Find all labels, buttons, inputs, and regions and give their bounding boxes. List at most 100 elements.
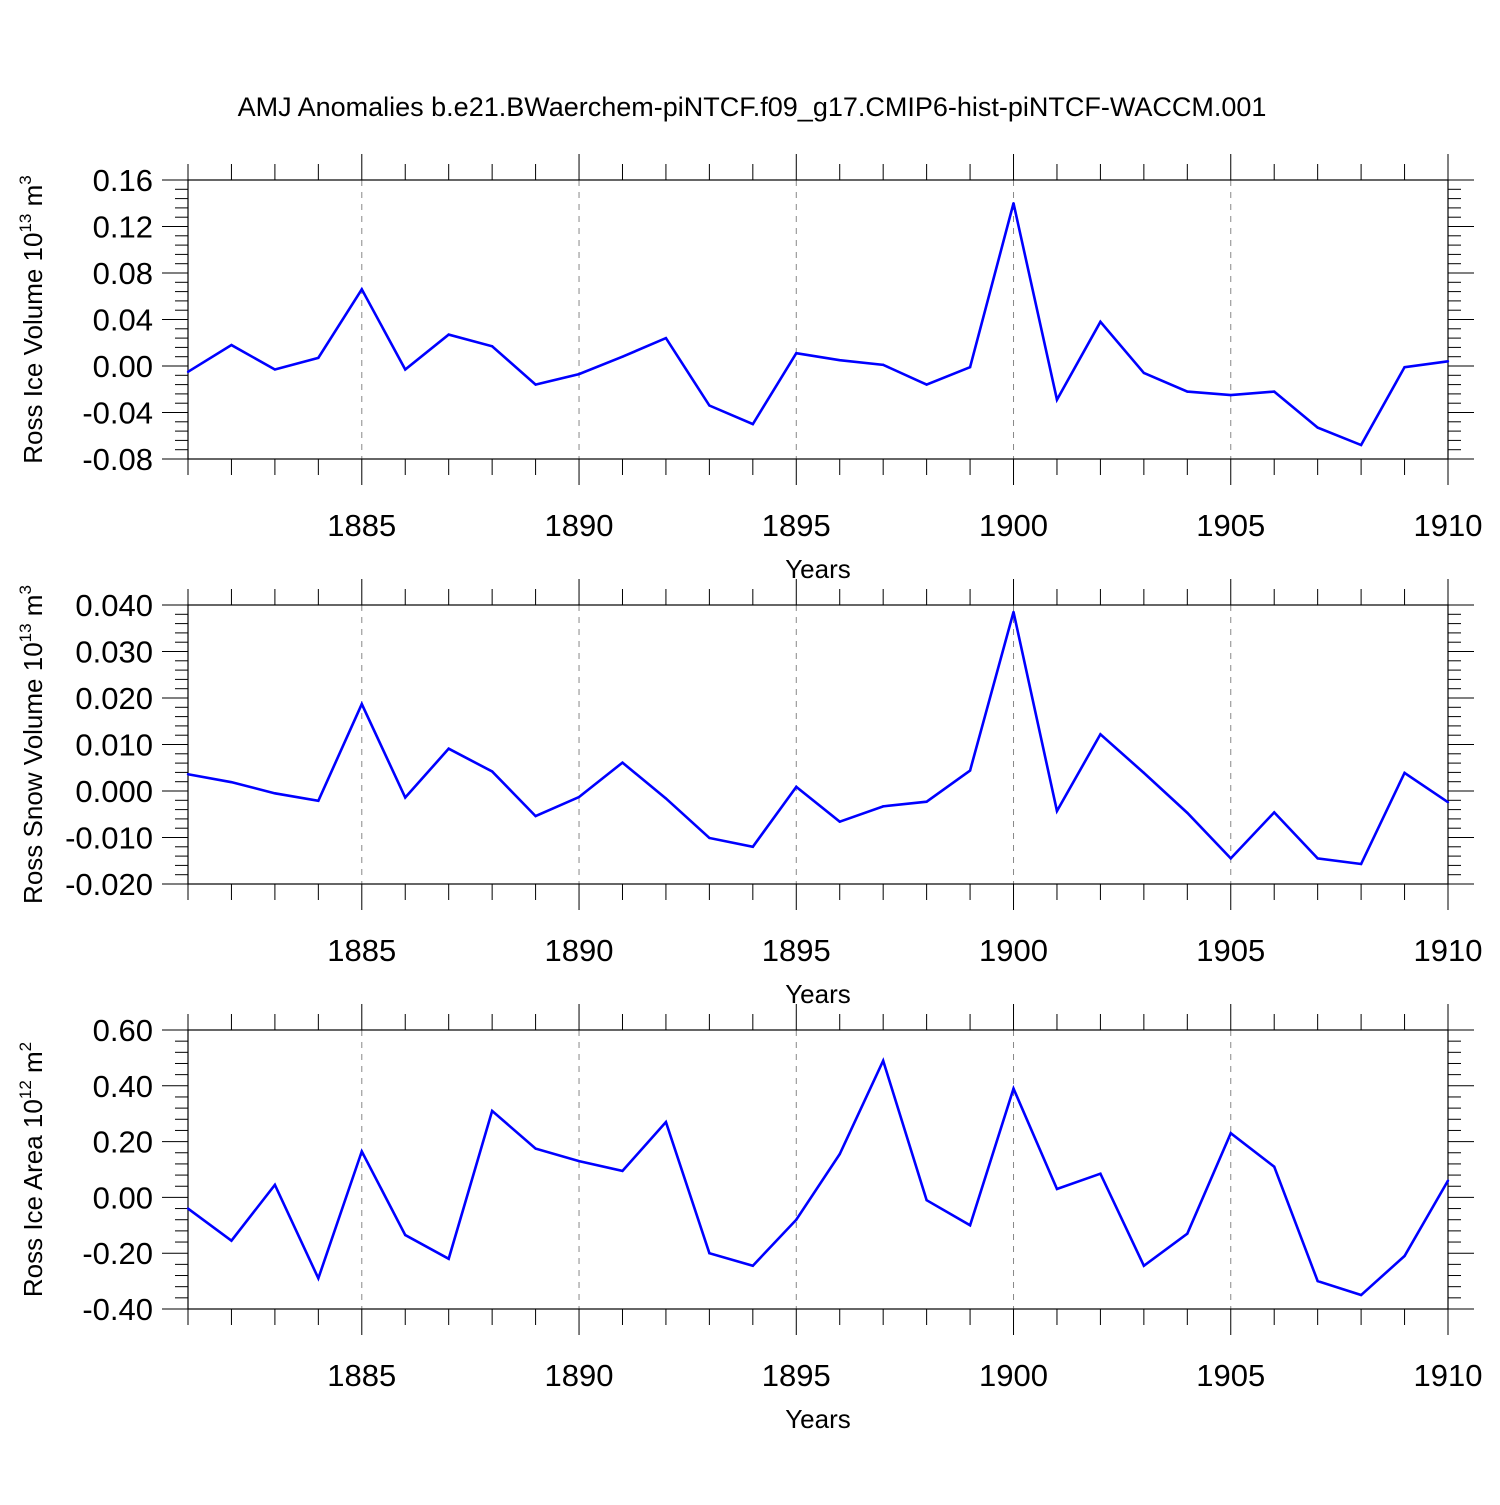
- data-point: [273, 1183, 277, 1187]
- series-line: [187, 611, 1449, 866]
- data-point: [795, 1218, 798, 1221]
- data-point: [881, 363, 885, 367]
- data-point: [360, 288, 363, 291]
- y-tick-label: 0.00: [93, 349, 153, 384]
- plot-frame: [187, 604, 1449, 885]
- x-tick-label: 1890: [545, 1358, 614, 1393]
- data-point: [1446, 1179, 1450, 1182]
- data-point: [1099, 320, 1102, 324]
- y-tick-label: 0.08: [93, 256, 153, 291]
- data-point: [447, 1257, 450, 1260]
- data-point: [1403, 771, 1406, 775]
- panel-2: -0.020 -0.010 0.000 0.010 0.020 0.030 0.040 188…: [16, 579, 1482, 1009]
- x-tick-label: 1905: [1196, 508, 1265, 543]
- panel-1: -0.08 -0.04 0.00 0.04 0.08 0.12 0.16 1885 1890 18…: [16, 154, 1482, 584]
- y-tick-label: -0.20: [82, 1236, 153, 1271]
- x-axis-title: Years: [785, 1404, 851, 1434]
- data-point: [1012, 202, 1015, 205]
- data-point: [751, 845, 755, 848]
- data-point: [230, 1239, 233, 1242]
- figure-title: AMJ Anomalies b.e21.BWaerchem-piNTCF.f09…: [238, 92, 1267, 122]
- y-tick-label: 0.00: [93, 1180, 153, 1215]
- data-point: [1142, 1264, 1146, 1267]
- x-tick-label: 1885: [327, 508, 396, 543]
- y-axis-title-part: Ross Ice Volume 10: [18, 233, 48, 464]
- data-point: [1186, 811, 1189, 815]
- data-point: [838, 358, 841, 362]
- y-tick-label: 0.16: [93, 163, 153, 198]
- data-point: [577, 372, 581, 376]
- x-tick-label: 1910: [1414, 508, 1483, 543]
- x-tick-label: 1905: [1196, 1358, 1265, 1393]
- data-point: [404, 1233, 407, 1237]
- data-point: [317, 356, 320, 360]
- plot-frame: [187, 1029, 1449, 1310]
- y-tick-label: 0.04: [93, 303, 153, 338]
- data-point: [1142, 371, 1146, 375]
- y-axis-title-superscript: 2: [16, 1042, 35, 1051]
- y-tick-label: 0.040: [75, 588, 153, 623]
- data-point: [317, 1277, 320, 1280]
- data-point: [1359, 862, 1363, 866]
- y-tick-label: -0.010: [65, 821, 153, 856]
- data-point: [273, 792, 277, 795]
- y-axis-title-part: Ross Ice Area 10: [18, 1099, 48, 1297]
- data-point: [1229, 393, 1232, 397]
- y-tick-label: 0.010: [75, 728, 153, 763]
- y-tick-label: -0.020: [65, 867, 153, 902]
- data-point: [490, 345, 494, 348]
- data-point: [881, 1059, 885, 1062]
- data-point: [664, 797, 668, 800]
- data-point: [1012, 610, 1015, 614]
- y-axis-title-part: m: [18, 1051, 48, 1080]
- data-point: [534, 814, 537, 818]
- data-point: [577, 1159, 581, 1163]
- data-point: [1273, 1165, 1276, 1168]
- x-tick-label: 1905: [1196, 933, 1265, 968]
- y-axis-title-superscript: 3: [16, 585, 35, 594]
- y-tick-label: 0.020: [75, 681, 153, 716]
- y-axis-title-superscript: 13: [16, 214, 35, 233]
- data-point: [404, 368, 407, 371]
- data-point: [1446, 360, 1450, 363]
- data-point: [1099, 733, 1102, 736]
- y-axis-title: Ross Ice Volume 1013 m3: [16, 175, 48, 464]
- x-tick-label: 1885: [327, 1358, 396, 1393]
- y-axis-title-superscript: 3: [16, 175, 35, 184]
- data-point: [1359, 1293, 1363, 1297]
- data-point: [925, 383, 928, 386]
- x-tick-label: 1895: [762, 933, 831, 968]
- y-axis-title-superscript: 12: [16, 1080, 35, 1099]
- data-point: [1273, 811, 1276, 814]
- data-point: [838, 820, 841, 823]
- y-tick-label: 0.030: [75, 635, 153, 670]
- data-point: [621, 761, 624, 764]
- data-point: [1403, 365, 1406, 369]
- x-axis-title: Years: [785, 979, 851, 1009]
- y-tick-label: 0.000: [75, 774, 153, 809]
- data-point: [1403, 1254, 1406, 1258]
- data-point: [490, 770, 494, 773]
- y-tick-label: 0.20: [93, 1125, 153, 1160]
- data-point: [795, 352, 798, 355]
- y-axis-title: Ross Snow Volume 1013 m3: [16, 585, 48, 904]
- x-tick-label: 1885: [327, 933, 396, 968]
- data-point: [186, 773, 190, 776]
- data-point: [795, 785, 798, 789]
- data-point: [1186, 390, 1189, 393]
- data-point: [751, 422, 755, 426]
- data-point: [925, 800, 928, 803]
- data-point: [1012, 1087, 1015, 1090]
- data-point: [881, 805, 885, 808]
- data-point: [186, 1207, 190, 1210]
- y-tick-label: 0.40: [93, 1069, 153, 1104]
- data-point: [1142, 771, 1146, 775]
- data-point: [447, 333, 450, 336]
- data-point: [1055, 1187, 1059, 1191]
- data-point: [447, 747, 450, 750]
- data-point: [404, 796, 407, 799]
- y-axis-title-part: Ross Snow Volume 10: [18, 642, 48, 904]
- data-point: [1186, 1232, 1189, 1235]
- x-tick-label: 1900: [979, 1358, 1048, 1393]
